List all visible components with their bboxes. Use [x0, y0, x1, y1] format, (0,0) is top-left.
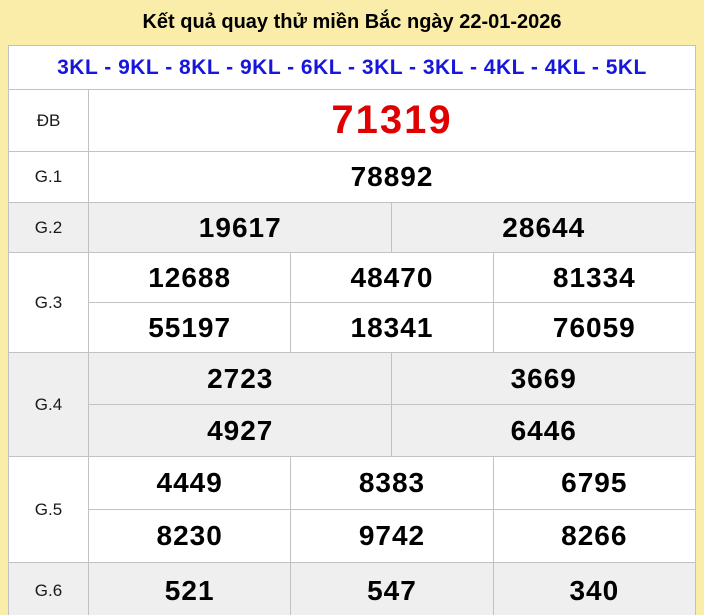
prize-value: 12688: [87, 252, 292, 303]
prize-label-special: ĐB: [8, 89, 89, 152]
prize-value: 48470: [290, 252, 494, 303]
prize-label-g1: G.1: [8, 151, 89, 203]
prize-value: 3669: [391, 352, 696, 405]
prize-value: 76059: [492, 302, 697, 353]
prize-label-g3: G.3: [8, 252, 89, 353]
prize-label-g4: G.4: [8, 352, 89, 457]
prize-value: 8266: [492, 509, 697, 563]
prize-value: 19617: [87, 202, 393, 253]
prize-value: 81334: [492, 252, 697, 303]
kl-sequence-text: 3KL - 9KL - 8KL - 9KL - 6KL - 3KL - 3KL …: [8, 45, 696, 90]
special-prize-value: 71319: [88, 89, 696, 152]
prize-value: 2723: [87, 352, 393, 405]
table-row: 8230 9742 8266: [9, 509, 697, 563]
table-row: G.2 19617 28644: [8, 202, 696, 253]
results-table: 3KL - 9KL - 8KL - 9KL - 6KL - 3KL - 3KL …: [8, 45, 697, 615]
table-row: G.5 4449 8383 6795: [8, 456, 697, 563]
table-row: G.1 78892: [8, 151, 696, 203]
prize-value: 521: [87, 562, 292, 615]
table-row: 4927 6446: [9, 404, 696, 457]
table-row: 55197 18341 76059: [9, 302, 697, 353]
page-title: Kết quả quay thử miền Bắc ngày 22-01-202…: [142, 11, 562, 33]
prize-label-g2: G.2: [8, 202, 89, 253]
table-row: G.4 2723 3669: [8, 352, 696, 457]
table-row: G.3 12688 48470 81334: [8, 252, 697, 353]
prize-value: 4449: [87, 456, 292, 510]
table-row: G.6 521 547 340: [8, 562, 697, 615]
prize-value: 547: [290, 562, 494, 615]
table-row: ĐB 71319: [8, 89, 696, 152]
prize-value: 28644: [391, 202, 696, 253]
prize-value: 55197: [87, 302, 292, 353]
prize-label-g5: G.5: [8, 456, 89, 563]
kl-sequence-row: 3KL - 9KL - 8KL - 9KL - 6KL - 3KL - 3KL …: [8, 45, 696, 90]
prize-value: 8383: [290, 456, 494, 510]
prize-value: 8230: [87, 509, 292, 563]
prize-value: 340: [492, 562, 697, 615]
prize-label-g6: G.6: [8, 562, 89, 615]
prize-value: 18341: [290, 302, 494, 353]
prize-value: 6795: [492, 456, 697, 510]
prize-value: 6446: [391, 404, 696, 457]
prize-value: 78892: [88, 151, 696, 203]
prize-value: 9742: [290, 509, 494, 563]
prize-value: 4927: [87, 404, 393, 457]
